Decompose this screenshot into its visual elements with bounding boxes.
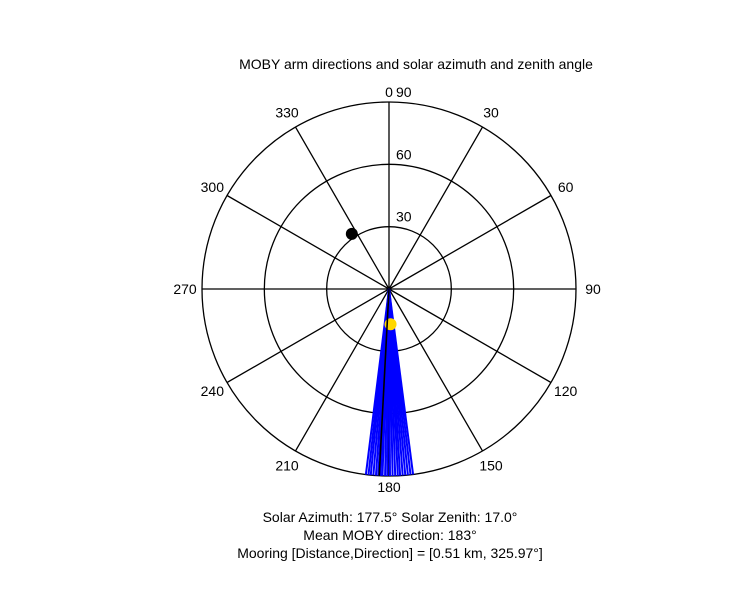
- radial-tick-label: 60: [396, 146, 412, 162]
- grid-spoke-150: [388, 288, 484, 452]
- angle-tick-label: 210: [275, 458, 299, 474]
- angle-tick-label: 30: [483, 104, 499, 120]
- angle-tick-label: 240: [201, 383, 225, 399]
- grid-spoke-300: [226, 194, 390, 290]
- angle-tick-label: 120: [554, 383, 578, 399]
- angle-tick-label: 150: [479, 458, 503, 474]
- mean-direction-text: Mean MOBY direction: 183°: [303, 527, 477, 543]
- mooring-point: [345, 227, 358, 240]
- tick-labels: 0 30 60 90 120 150 180 210 240 270 300 330 30 60 90: [173, 84, 601, 495]
- grid-spoke-120: [388, 288, 552, 384]
- solar-info-text: Solar Azimuth: 177.5° Solar Zenith: 17.0…: [262, 509, 518, 525]
- arm-direction-line: [364, 288, 390, 475]
- chart-title: MOBY arm directions and solar azimuth an…: [239, 56, 593, 72]
- mean-direction-line: [378, 288, 390, 476]
- angle-tick-label: 0: [385, 84, 393, 100]
- angle-tick-label: 180: [377, 479, 401, 495]
- angle-tick-label: 300: [201, 179, 225, 195]
- angle-tick-label: 90: [585, 281, 601, 297]
- angle-tick-label: 60: [558, 179, 574, 195]
- grid-spoke-330: [294, 126, 390, 290]
- grid-spoke-240: [226, 288, 390, 384]
- grid-spoke-60: [388, 194, 552, 290]
- chart-marks: [345, 227, 415, 477]
- angle-tick-label: 270: [173, 281, 197, 297]
- grid-spoke-30: [388, 126, 484, 290]
- grid-spoke-210: [294, 288, 390, 452]
- radial-tick-label: 90: [396, 84, 412, 100]
- radial-tick-label: 30: [396, 209, 412, 225]
- angle-tick-label: 330: [275, 104, 299, 120]
- mooring-info-text: Mooring [Distance,Direction] = [0.51 km,…: [237, 545, 543, 561]
